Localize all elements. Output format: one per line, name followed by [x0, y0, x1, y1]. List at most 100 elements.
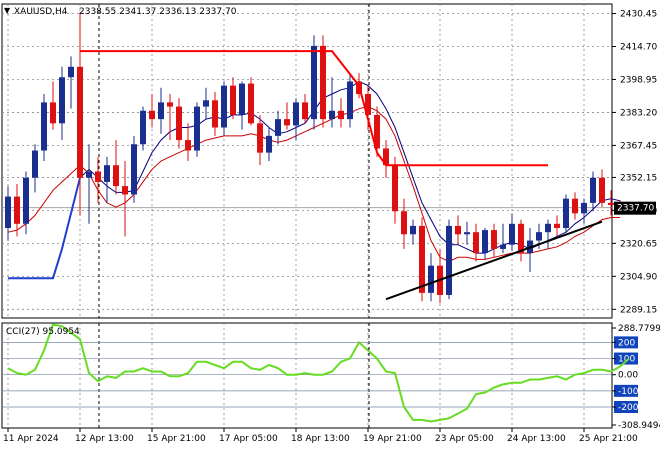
candle-body — [239, 83, 245, 115]
ohlc-label: 2338.55 2341.37 2336.13 2337.70 — [79, 7, 237, 17]
candle-body — [203, 100, 209, 107]
candle-body — [68, 66, 74, 78]
grid — [1, 3, 613, 429]
candle-body — [455, 225, 461, 235]
candle-body — [329, 110, 335, 120]
symbol-label: XAUUSD,H4 — [14, 7, 68, 17]
trend-line[interactable] — [80, 50, 548, 167]
cci-label: CCI(27) 95.0954 — [6, 327, 80, 337]
candle-body — [311, 45, 317, 120]
time-tick-label: 12 Apr 13:00 — [75, 434, 134, 444]
cci-tick-label: 0.00 — [618, 371, 638, 381]
candle-body — [500, 244, 506, 249]
price-tick-label: 2383.20 — [620, 108, 657, 118]
candle-body — [248, 83, 254, 124]
cci-pane-frame — [1, 322, 613, 429]
candle-body — [158, 102, 164, 120]
candle-body — [365, 94, 371, 115]
cci-level-badge — [614, 401, 638, 413]
candle-body — [212, 100, 218, 128]
trend-lines[interactable] — [80, 50, 603, 301]
candle-body — [599, 177, 605, 203]
candle-body — [5, 196, 11, 228]
candle-body — [95, 171, 101, 182]
candle-body — [185, 140, 191, 151]
candle-body — [194, 106, 200, 151]
candle-body — [41, 102, 47, 151]
cci-tick-label: -200 — [618, 403, 639, 413]
time-tick-label: 17 Apr 05:00 — [219, 434, 278, 444]
cci-line — [7, 323, 630, 423]
candle-body — [122, 186, 128, 195]
candle-body — [140, 110, 146, 145]
candle-body — [509, 223, 515, 245]
candle-body — [338, 110, 344, 120]
candle-body — [86, 171, 92, 178]
time-tick-label: 15 Apr 21:00 — [147, 434, 206, 444]
candle-body — [257, 123, 263, 153]
candle-body — [473, 232, 479, 254]
time-tick-label: 25 Apr 21:00 — [579, 434, 638, 444]
time-axis: 11 Apr 2024 12 Apr 13:00 15 Apr 21:00 17 Ap… — [3, 428, 638, 444]
candles — [5, 12, 623, 304]
cci-level-badge — [614, 336, 638, 349]
candle-body — [590, 177, 596, 203]
price-pane-frame — [1, 3, 613, 319]
candle-body — [419, 225, 425, 293]
candle-body — [293, 102, 299, 126]
candle-body — [221, 85, 227, 128]
candle-body — [167, 102, 173, 107]
candle-body — [275, 119, 281, 136]
candle-body — [464, 232, 470, 235]
price-tick-label: 2352.15 — [620, 173, 657, 183]
candle-body — [176, 106, 182, 141]
cci-tick-label: 200 — [618, 338, 635, 348]
current-price-badge-bg — [614, 201, 656, 215]
candle-body — [410, 225, 416, 235]
moving-average-line — [7, 106, 620, 263]
candle-body — [320, 45, 326, 120]
candle-body — [113, 165, 119, 187]
cci-tick-label: 288.7799 — [618, 324, 660, 334]
cci-level-badge — [614, 352, 638, 365]
candle-body — [32, 150, 38, 178]
candle-body — [536, 232, 542, 241]
time-tick-label: 19 Apr 21:00 — [363, 434, 422, 444]
time-tick-label: 23 Apr 05:00 — [435, 434, 494, 444]
candle-body — [77, 66, 83, 178]
time-tick-label: 11 Apr 2024 — [3, 434, 59, 444]
candle-body — [266, 135, 272, 153]
candle-body — [572, 198, 578, 214]
price-axis: 2430.45 2414.70 2398.95 2383.20 2367.45 2352.… — [612, 10, 657, 315]
price-tick-label: 2430.45 — [620, 10, 657, 20]
candle-body — [491, 230, 497, 249]
cci-tick-label: -100 — [618, 387, 639, 397]
trend-line[interactable] — [385, 220, 603, 301]
candle-body — [131, 144, 137, 195]
time-tick-label: 24 Apr 13:00 — [507, 434, 566, 444]
price-tick-label: 2367.45 — [620, 141, 657, 151]
price-tick-label: 2289.15 — [620, 305, 657, 315]
candle-body — [374, 114, 380, 149]
chart-menu-icon[interactable]: ▼ — [4, 6, 11, 15]
candle-body — [518, 223, 524, 254]
candle-body — [230, 85, 236, 115]
candle-body — [563, 198, 569, 228]
candle-body — [302, 102, 308, 120]
candle-body — [149, 110, 155, 120]
candle-body — [50, 102, 56, 124]
candle-body — [608, 202, 614, 205]
price-tick-label: 2398.95 — [620, 75, 657, 85]
price-tick-label: 2414.70 — [620, 42, 657, 52]
cci-tick-label: -308.9494 — [618, 421, 660, 431]
time-tick-label: 18 Apr 13:00 — [291, 434, 350, 444]
price-tick-label: 2320.65 — [620, 239, 657, 249]
price-tick-label: 2304.90 — [620, 272, 657, 282]
candle-body — [104, 165, 110, 182]
candle-body — [581, 202, 587, 214]
candle-body — [554, 223, 560, 228]
candle-body — [23, 177, 29, 224]
candle-body — [14, 196, 20, 224]
